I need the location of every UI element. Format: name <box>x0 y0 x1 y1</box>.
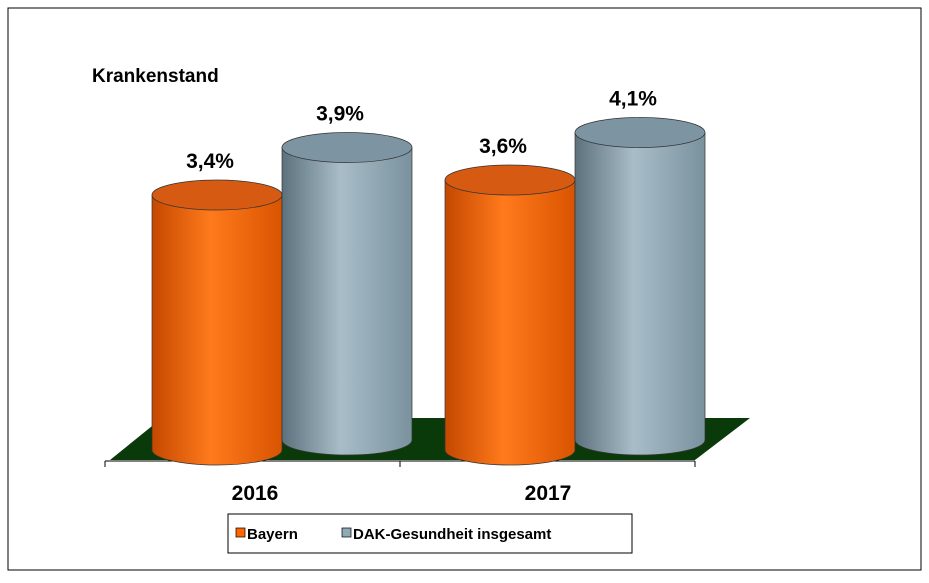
cylinder-body <box>444 179 576 466</box>
cylinder-top <box>281 132 413 163</box>
legend-label: Bayern <box>247 526 298 543</box>
chart-title: Krankenstand <box>92 66 219 87</box>
legend-swatch <box>341 527 352 538</box>
cylinder-top <box>151 179 283 211</box>
value-label: 4,1% <box>609 88 657 111</box>
cylinder-top <box>444 164 576 196</box>
value-label: 3,6% <box>479 135 527 158</box>
value-label: 3,9% <box>316 103 364 126</box>
legend <box>227 513 633 554</box>
cylinder-body <box>281 147 413 456</box>
cylinder-body <box>574 132 706 456</box>
legend-swatch <box>235 527 246 538</box>
value-label: 3,4% <box>186 150 234 173</box>
x-tick-label: 2017 <box>525 482 572 505</box>
x-tick-label: 2016 <box>232 482 279 505</box>
cylinder-body <box>151 194 283 466</box>
legend-label: DAK-Gesundheit insgesamt <box>353 526 551 543</box>
cylinder-top <box>574 117 706 148</box>
